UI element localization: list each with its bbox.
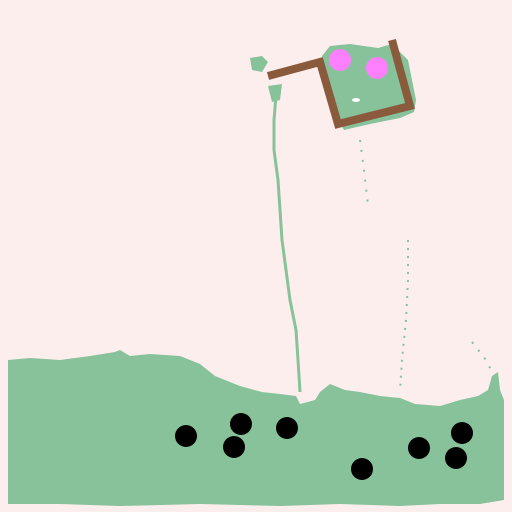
black-ball-icon[interactable]	[223, 436, 245, 458]
black-ball-icon[interactable]	[408, 437, 430, 459]
liquid-stream-right	[399, 240, 409, 391]
liquid-splash-left	[250, 56, 268, 72]
pink-ball-icon[interactable]	[366, 57, 388, 79]
black-ball-icon[interactable]	[451, 422, 473, 444]
black-ball-icon[interactable]	[445, 447, 467, 469]
liquid-drip	[268, 84, 282, 102]
container-group[interactable]	[250, 38, 416, 130]
black-ball-icon[interactable]	[175, 425, 197, 447]
black-ball-icon[interactable]	[351, 458, 373, 480]
liquid-stream-main	[272, 95, 302, 393]
pink-ball-icon[interactable]	[329, 49, 351, 71]
container-wall[interactable]	[266, 38, 415, 129]
black-balls	[175, 413, 473, 480]
bubble-highlight	[352, 98, 360, 102]
liquid-pool	[8, 350, 504, 506]
liquid-stream-mid	[359, 139, 369, 206]
black-ball-icon[interactable]	[276, 417, 298, 439]
black-ball-icon[interactable]	[230, 413, 252, 435]
